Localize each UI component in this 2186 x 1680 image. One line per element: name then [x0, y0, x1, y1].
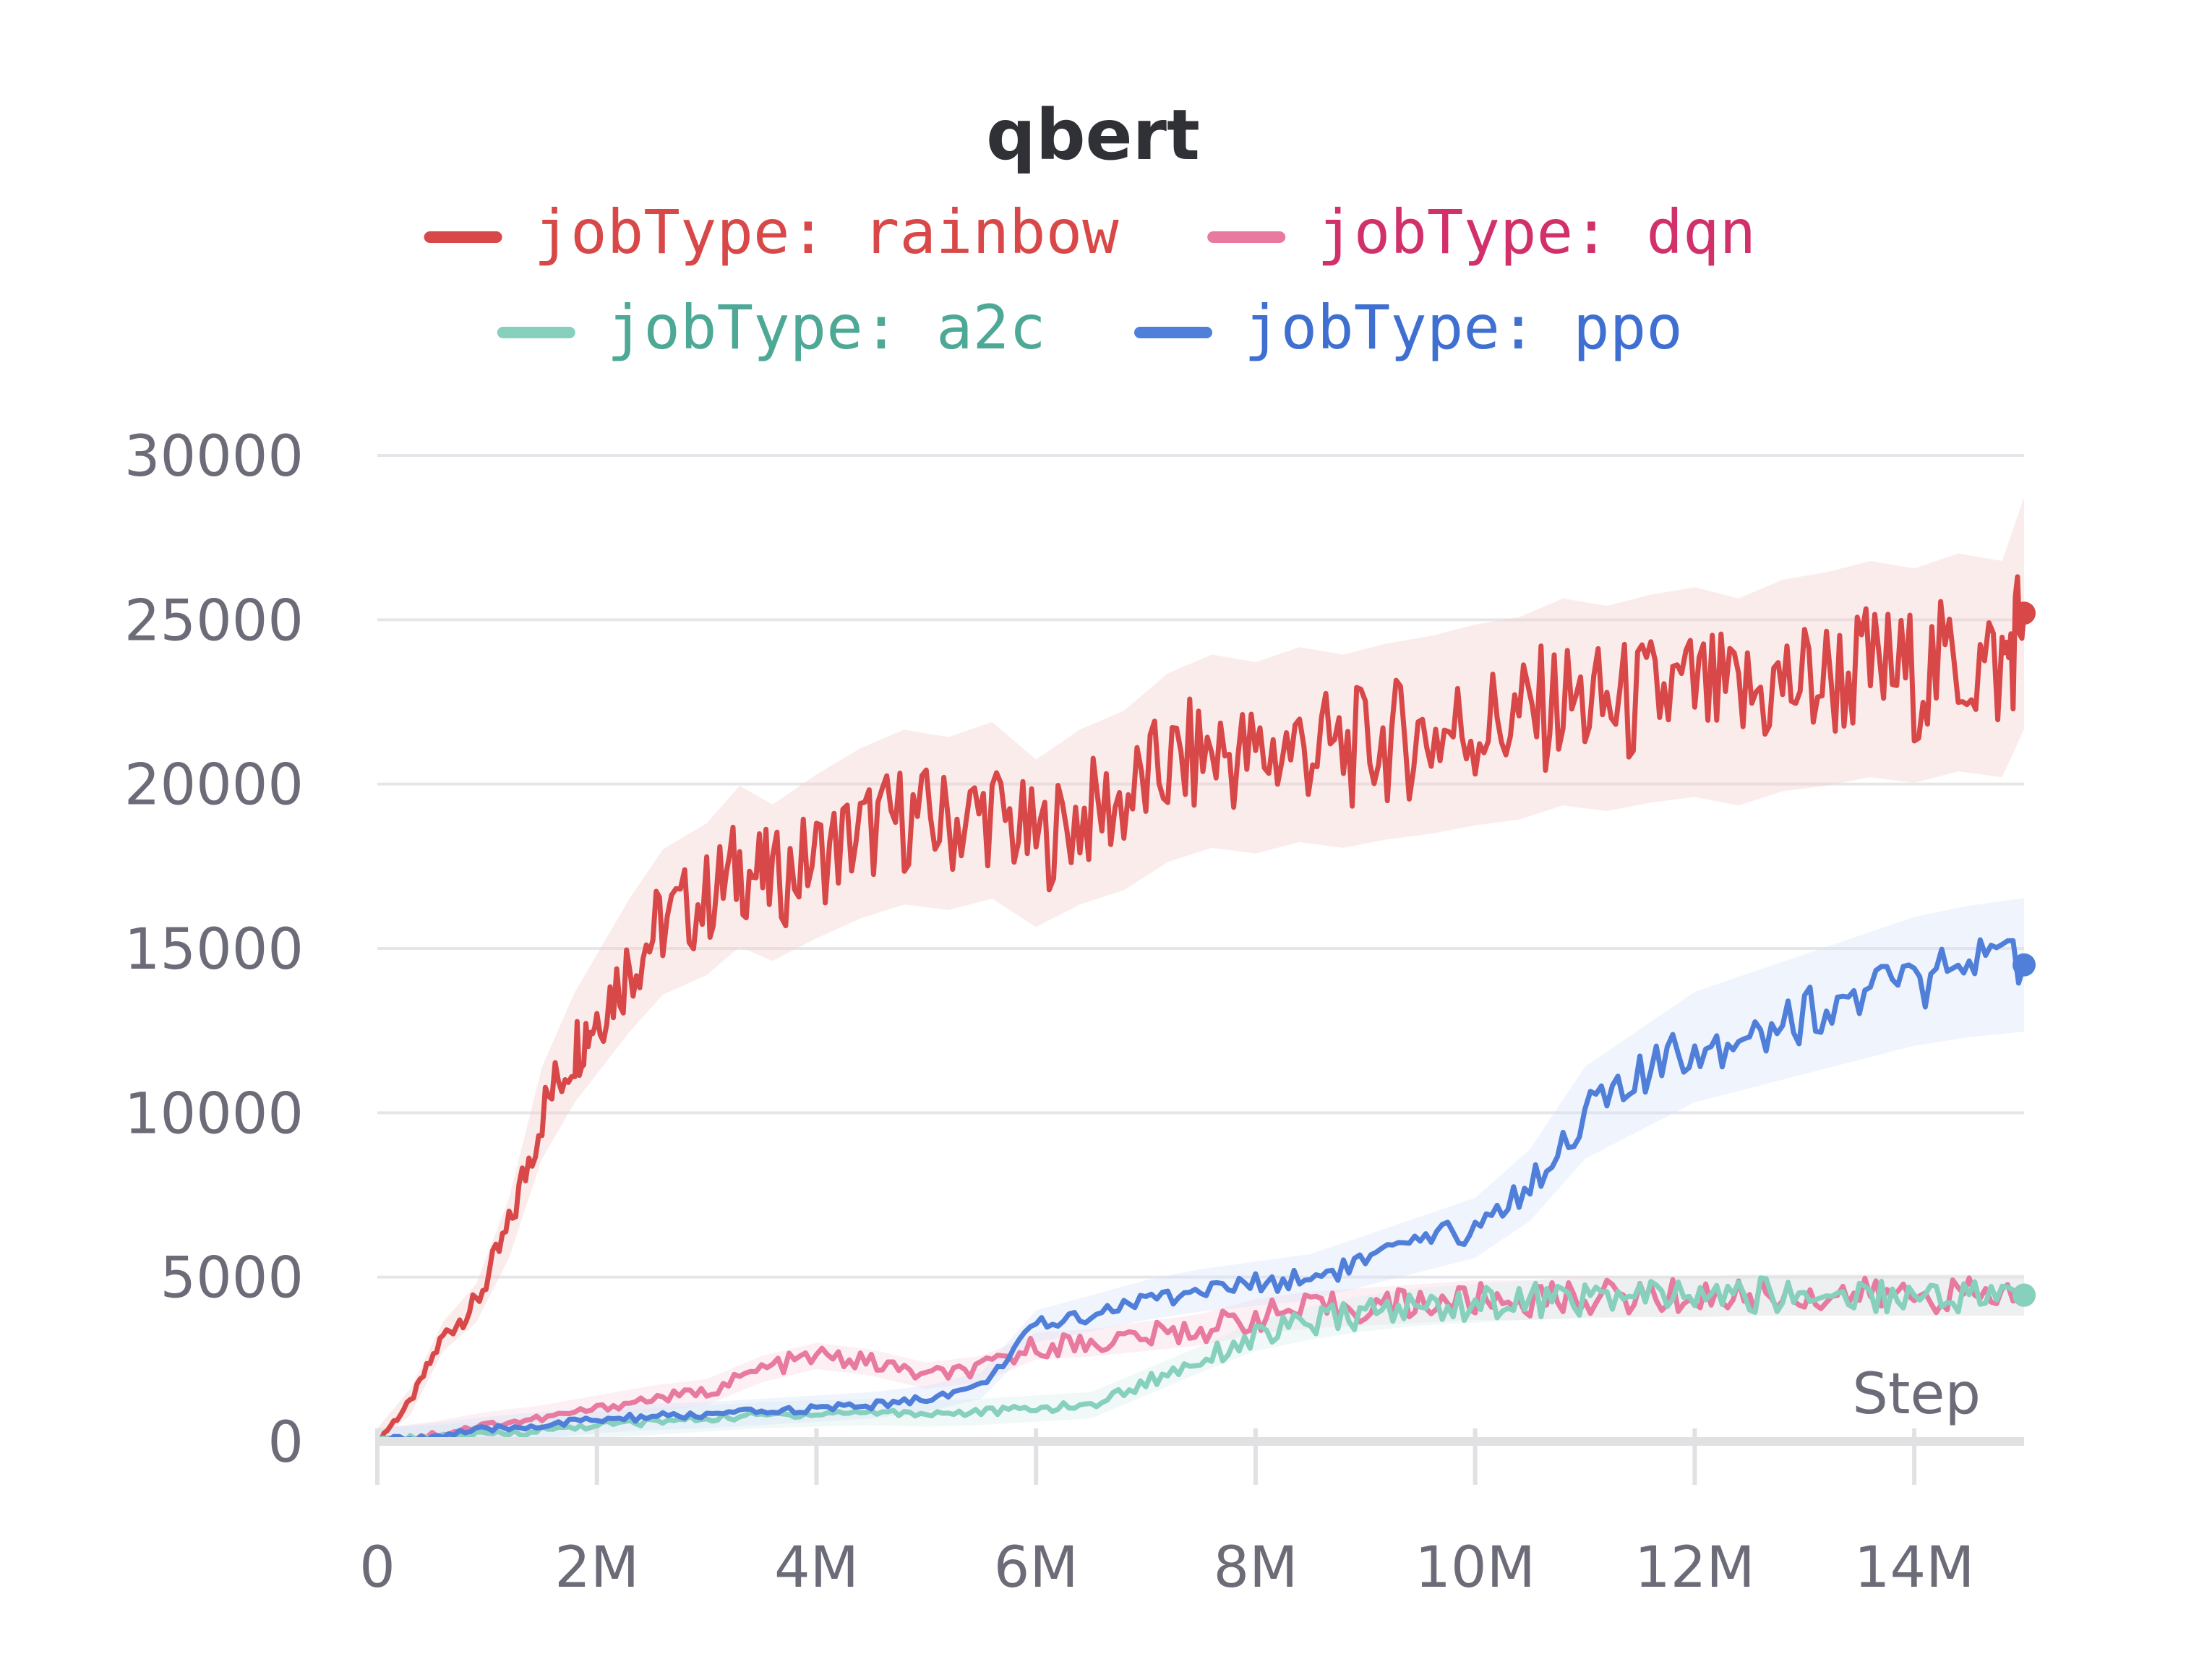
legend-item[interactable]: jobType: dqn: [1207, 197, 1756, 267]
x-tick-label: 14M: [1854, 1535, 1975, 1600]
y-tick-label: 30000: [124, 424, 304, 489]
y-tick-label: 20000: [124, 753, 304, 818]
series-lines: [375, 574, 2027, 1444]
y-tick-label: 25000: [124, 588, 304, 653]
x-tick-label: 0: [359, 1535, 395, 1600]
series-band: [377, 1274, 2024, 1441]
x-axis: 0 2M 4M 6M 8M 10M 12M 14M: [359, 1428, 2024, 1600]
y-tick-label: 5000: [160, 1246, 304, 1311]
x-tick-label: 12M: [1634, 1535, 1755, 1600]
x-tick-label: 10M: [1415, 1535, 1535, 1600]
gridlines: [377, 454, 2024, 1279]
x-tick-label: 4M: [774, 1535, 859, 1600]
series-end-point: [2013, 1283, 2036, 1307]
legend-label: jobType: a2c: [607, 292, 1046, 363]
legend: jobType: rainbow jobType: dqn jobType: a2c…: [424, 197, 1756, 363]
y-axis: 0 5000 10000 15000 20000 25000 30000: [124, 424, 304, 1475]
series-band: [377, 1274, 2024, 1441]
series-band: [377, 898, 2024, 1441]
series-bands: [377, 497, 2024, 1441]
legend-item[interactable]: jobType: rainbow: [424, 197, 1120, 267]
legend-item[interactable]: jobType: ppo: [1134, 292, 1683, 363]
legend-item[interactable]: jobType: a2c: [497, 292, 1046, 363]
series-line: [377, 1275, 2025, 1444]
x-tick-label: 8M: [1213, 1535, 1298, 1600]
series-end-point: [2013, 601, 2036, 625]
y-tick-label: 10000: [124, 1081, 304, 1147]
y-tick-label: 15000: [124, 917, 304, 982]
legend-label: jobType: ppo: [1244, 292, 1683, 363]
legend-label: jobType: rainbow: [534, 197, 1120, 267]
x-axis-title: Step: [1852, 1362, 1981, 1427]
chart-title: qbert: [986, 95, 1200, 176]
x-tick-label: 6M: [994, 1535, 1079, 1600]
series-end-points: [2013, 601, 2036, 1307]
series-band: [377, 497, 2024, 1441]
series-end-point: [2013, 953, 2036, 977]
legend-label: jobType: dqn: [1317, 197, 1756, 267]
series-line: [376, 937, 2027, 1444]
series-line: [377, 1275, 2026, 1444]
y-tick-label: 0: [267, 1410, 304, 1475]
series-line: [375, 574, 2027, 1444]
x-tick-label: 2M: [554, 1535, 639, 1600]
